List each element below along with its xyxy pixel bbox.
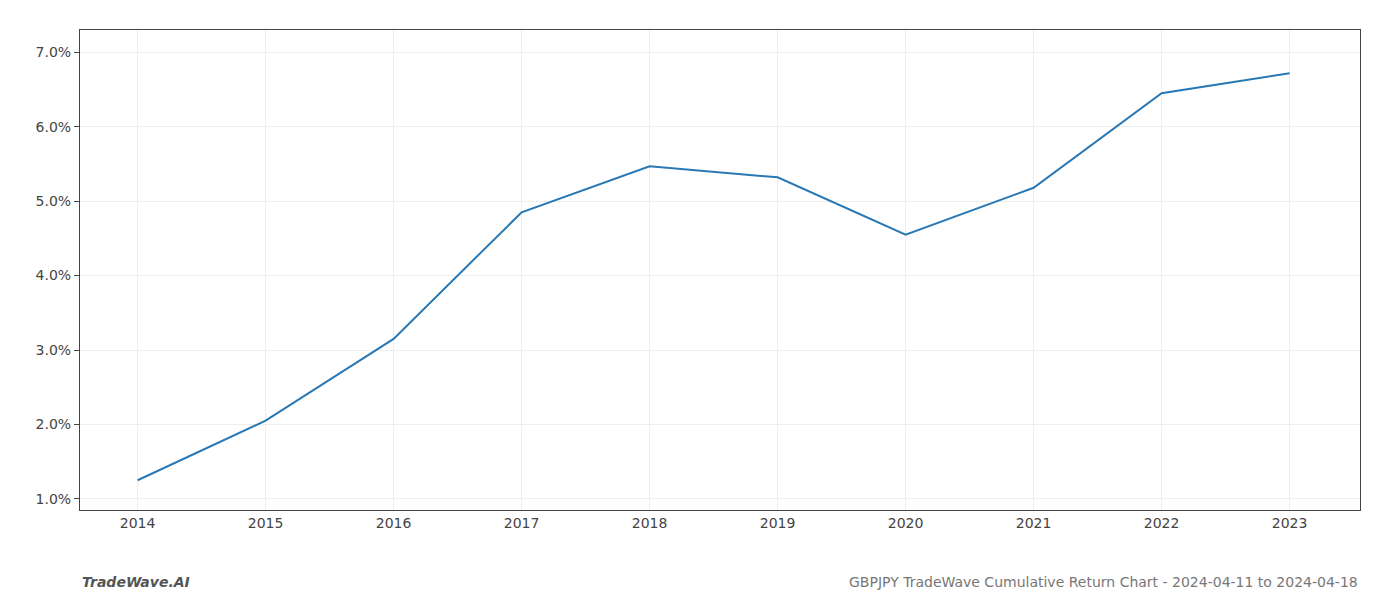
svg-text:2015: 2015	[248, 515, 284, 531]
svg-text:2019: 2019	[760, 515, 796, 531]
svg-text:6.0%: 6.0%	[36, 119, 72, 135]
svg-text:GBPJPY TradeWave Cumulative Re: GBPJPY TradeWave Cumulative Return Chart…	[849, 574, 1358, 590]
svg-text:2016: 2016	[376, 515, 412, 531]
svg-text:1.0%: 1.0%	[36, 491, 72, 507]
svg-text:2021: 2021	[1016, 515, 1052, 531]
svg-text:2022: 2022	[1144, 515, 1180, 531]
svg-text:TradeWave.AI: TradeWave.AI	[82, 574, 190, 590]
svg-text:2018: 2018	[632, 515, 668, 531]
svg-text:7.0%: 7.0%	[36, 44, 72, 60]
svg-text:5.0%: 5.0%	[36, 193, 72, 209]
svg-text:2017: 2017	[504, 515, 540, 531]
svg-text:4.0%: 4.0%	[36, 267, 72, 283]
svg-text:2014: 2014	[120, 515, 156, 531]
svg-text:3.0%: 3.0%	[36, 342, 72, 358]
svg-text:2.0%: 2.0%	[36, 416, 72, 432]
svg-text:2020: 2020	[888, 515, 924, 531]
svg-text:2023: 2023	[1272, 515, 1308, 531]
